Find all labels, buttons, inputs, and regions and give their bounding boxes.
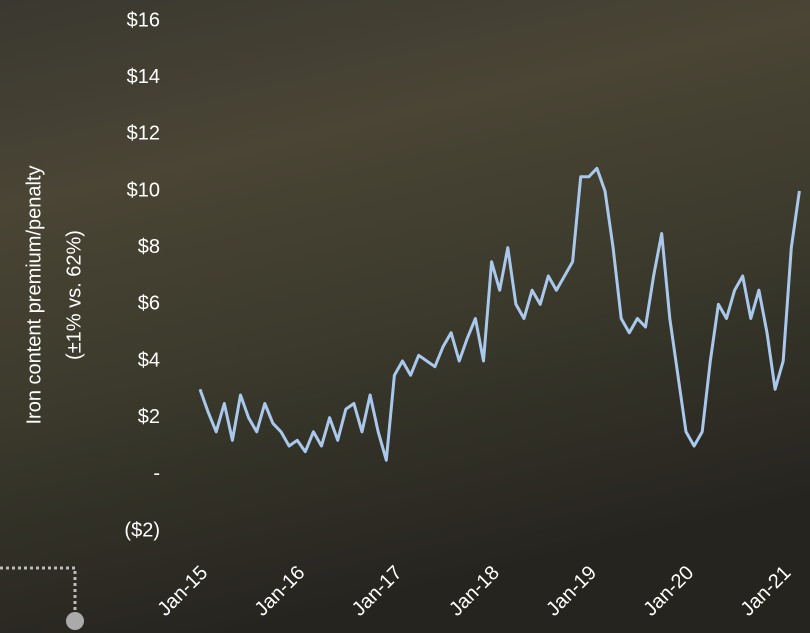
connector-dot [66,612,84,630]
y-tick-label: $8 [138,236,160,258]
connector [0,566,77,615]
y-tick-label: $2 [138,406,160,428]
y-axis-label: Iron content premium/penalty [23,165,45,424]
y-tick-label: $14 [127,66,160,88]
y-tick-label: - [153,463,160,485]
y-tick-label: $12 [127,123,160,145]
y-tick-label: ($2) [124,519,160,541]
y-axis-label: (±1% vs. 62%) [63,230,85,360]
data-line [198,166,801,462]
y-tick-label: $10 [127,179,160,201]
y-tick-label: $4 [138,349,160,371]
y-tick-label: $6 [138,293,160,315]
y-tick-label: $16 [127,9,160,31]
